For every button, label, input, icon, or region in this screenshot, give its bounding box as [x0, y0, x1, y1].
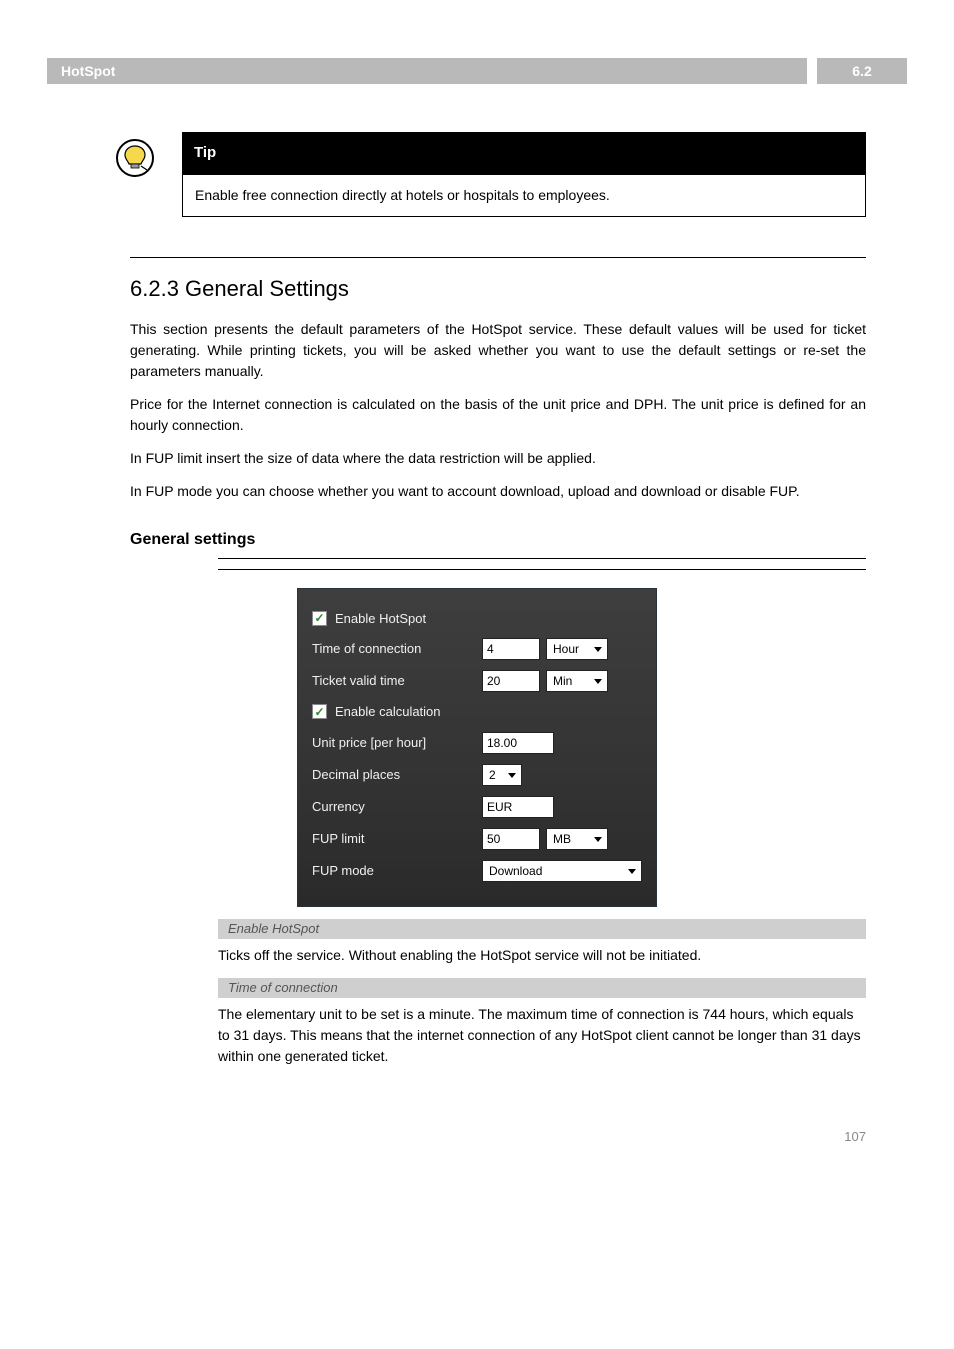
paragraph: In FUP limit insert the size of data whe… — [130, 448, 866, 469]
unit-price-label: Unit price [per hour] — [312, 733, 482, 753]
page-number: 107 — [88, 1127, 866, 1147]
fup-mode-label: FUP mode — [312, 861, 482, 881]
fup-limit-input[interactable] — [482, 828, 540, 850]
currency-label: Currency — [312, 797, 482, 817]
fup-limit-label: FUP limit — [312, 829, 482, 849]
definition-body: The elementary unit to be set is a minut… — [218, 1004, 866, 1067]
enable-calculation-checkbox[interactable]: ✓ — [312, 704, 327, 719]
page-header: HotSpot 6.2 — [0, 58, 954, 84]
divider — [218, 558, 866, 559]
divider — [130, 257, 866, 258]
bulb-icon — [115, 138, 155, 178]
paragraph: Price for the Internet connection is cal… — [130, 394, 866, 436]
section-title: 6.2.3 General Settings — [130, 272, 866, 305]
decimal-places-label: Decimal places — [312, 765, 482, 785]
enable-hotspot-checkbox[interactable]: ✓ — [312, 611, 327, 626]
definition-body: Ticks off the service. Without enabling … — [218, 945, 866, 966]
tip-callout: Tip Enable free connection directly at h… — [88, 132, 866, 217]
tip-heading: Tip — [182, 132, 866, 175]
currency-input[interactable] — [482, 796, 554, 818]
ticket-valid-time-input[interactable] — [482, 670, 540, 692]
ticket-valid-time-label: Ticket valid time — [312, 671, 482, 691]
tip-body: Enable free connection directly at hotel… — [182, 175, 866, 217]
decimal-places-select[interactable]: 2 — [482, 764, 522, 786]
definition-term: Time of connection — [218, 978, 866, 998]
section-number: 6.2 — [817, 58, 907, 84]
paragraph: This section presents the default parame… — [130, 319, 866, 382]
section-name: HotSpot — [47, 58, 807, 84]
enable-calculation-label: Enable calculation — [335, 702, 642, 722]
settings-form-figure: ✓ Enable HotSpot Time of connection Hour… — [297, 588, 657, 907]
fup-mode-select[interactable]: Download — [482, 860, 642, 882]
fup-limit-unit-select[interactable]: MB — [546, 828, 608, 850]
time-of-connection-unit-select[interactable]: Hour — [546, 638, 608, 660]
divider — [218, 569, 866, 570]
subsection-title: General settings — [130, 528, 866, 552]
enable-hotspot-label: Enable HotSpot — [335, 609, 642, 629]
time-of-connection-input[interactable] — [482, 638, 540, 660]
ticket-valid-time-unit-select[interactable]: Min — [546, 670, 608, 692]
unit-price-input[interactable] — [482, 732, 554, 754]
paragraph: In FUP mode you can choose whether you w… — [130, 481, 866, 502]
definition-term: Enable HotSpot — [218, 919, 866, 939]
time-of-connection-label: Time of connection — [312, 639, 482, 659]
